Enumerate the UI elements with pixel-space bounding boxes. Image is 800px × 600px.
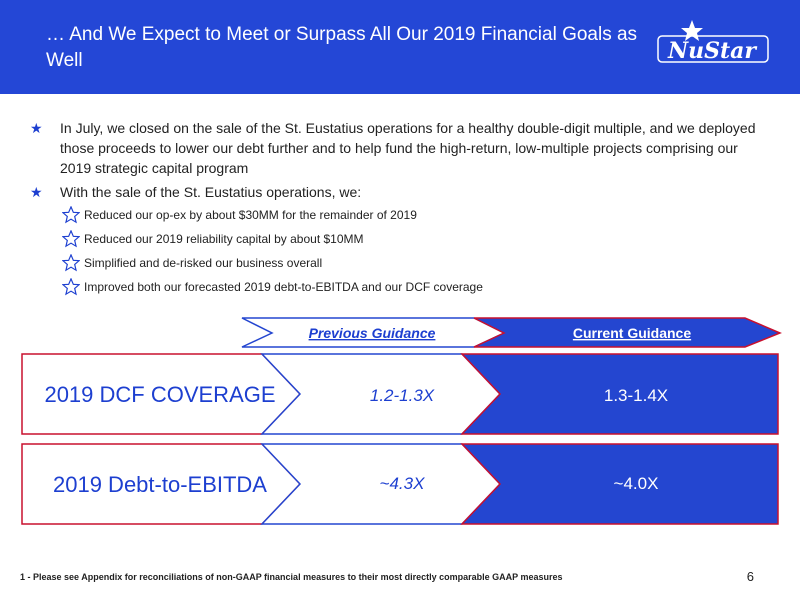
footnote: 1 - Please see Appendix for reconciliati…	[20, 572, 563, 582]
sub-bullet-text: Improved both our forecasted 2019 debt-t…	[84, 280, 483, 294]
header-bar: … And We Expect to Meet or Surpass All O…	[0, 0, 800, 94]
current-value-debt: ~4.0X	[614, 474, 659, 493]
bullet-item: ★ In July, we closed on the sale of the …	[30, 118, 770, 178]
nustar-logo: NuStar	[657, 20, 769, 64]
guidance-diagram: Previous Guidance Current Guidance 2019 …	[21, 317, 782, 525]
current-value-chevron-dcf	[460, 353, 779, 435]
current-guidance-header: Current Guidance	[573, 325, 691, 341]
sub-bullet-item: Reduced our op-ex by about $30MM for the…	[62, 206, 770, 224]
sub-bullet-text: Reduced our 2019 reliability capital by …	[84, 232, 364, 246]
star-outline-icon	[62, 206, 80, 224]
previous-guidance-header: Previous Guidance	[309, 325, 436, 341]
slide-title: … And We Expect to Meet or Surpass All O…	[46, 24, 638, 71]
star-outline-icon	[62, 254, 80, 272]
bullet-list: ★ In July, we closed on the sale of the …	[30, 118, 770, 302]
sub-bullet-item: Simplified and de-risked our business ov…	[62, 254, 770, 272]
sub-bullet-item: Improved both our forecasted 2019 debt-t…	[62, 278, 770, 296]
sub-bullet-text: Simplified and de-risked our business ov…	[84, 256, 323, 270]
previous-value-debt: ~4.3X	[380, 474, 426, 493]
logo-text: NuStar	[667, 38, 757, 64]
sub-bullet-text: Reduced our op-ex by about $30MM for the…	[84, 208, 417, 222]
star-outline-icon	[62, 230, 80, 248]
page-number: 6	[746, 569, 754, 584]
current-value-chevron-debt	[460, 443, 779, 525]
bullet-text: In July, we closed on the sale of the St…	[60, 120, 756, 176]
previous-value-dcf: 1.2-1.3X	[370, 386, 435, 405]
metric-label-debt: 2019 Debt-to-EBITDA	[53, 472, 267, 497]
star-outline-icon	[62, 278, 80, 296]
bullet-item: ★ With the sale of the St. Eustatius ope…	[30, 182, 770, 202]
star-bullet-icon: ★	[30, 120, 43, 136]
bullet-text: With the sale of the St. Eustatius opera…	[60, 184, 362, 200]
current-value-dcf: 1.3-1.4X	[604, 386, 668, 405]
current-guidance-chevron	[473, 317, 782, 348]
star-bullet-icon: ★	[30, 184, 43, 200]
sub-bullet-item: Reduced our 2019 reliability capital by …	[62, 230, 770, 248]
metric-label-dcf: 2019 DCF COVERAGE	[44, 382, 275, 407]
